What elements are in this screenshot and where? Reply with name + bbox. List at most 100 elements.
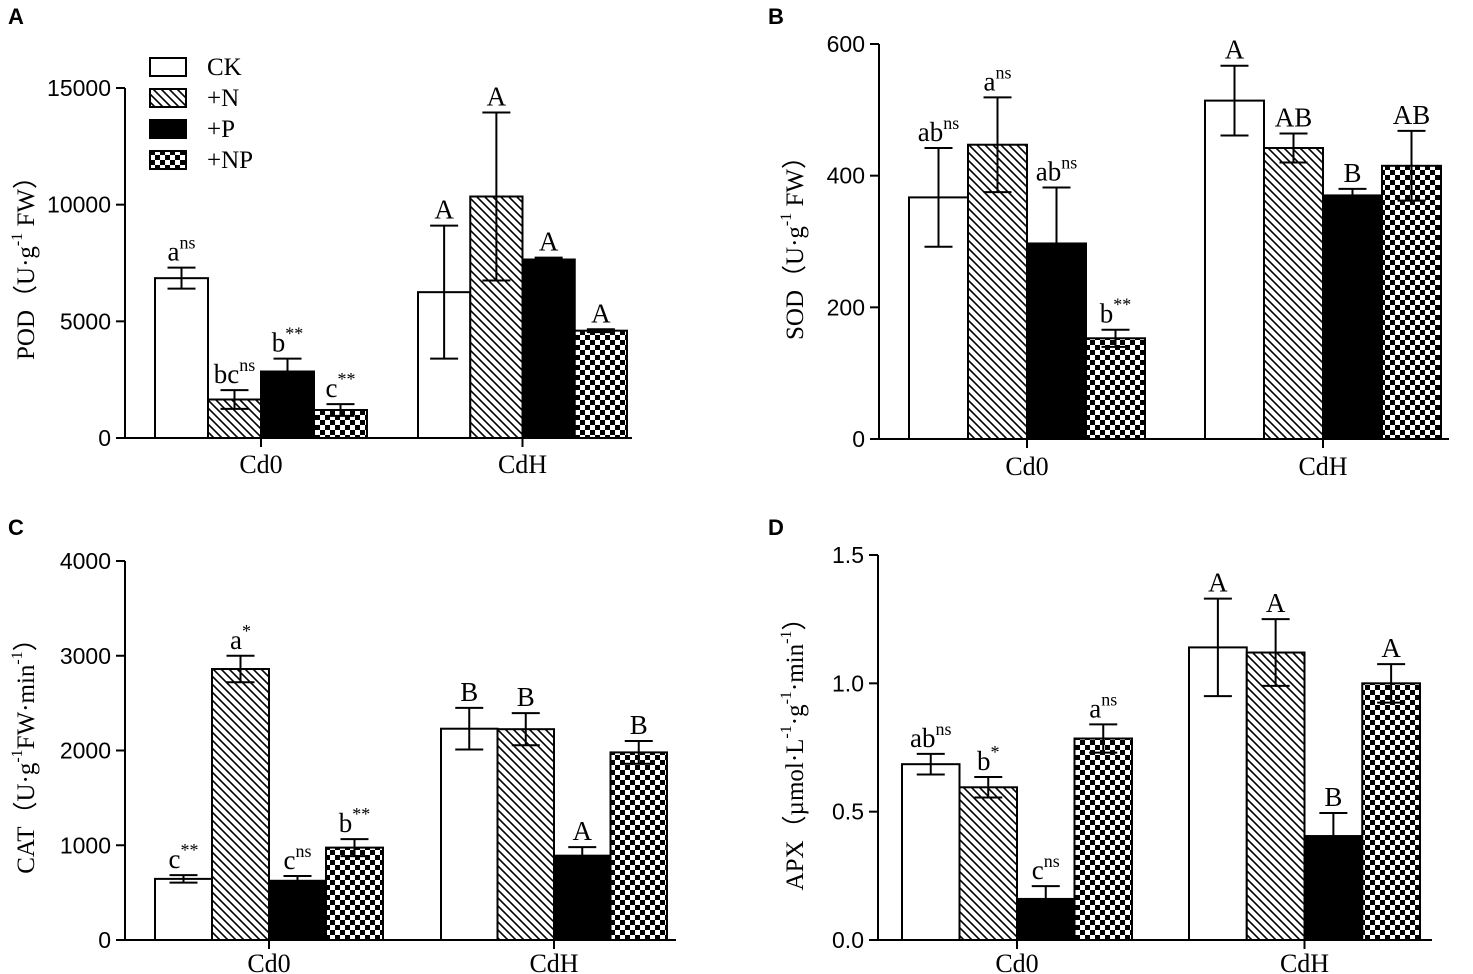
significance-label: cns (1032, 851, 1060, 885)
y-tick-label: 1000 (60, 832, 111, 858)
significance-label: ans (168, 233, 196, 267)
significance-star: ns (179, 233, 195, 253)
y-axis-label-text: ·g (782, 704, 809, 725)
significance-letter: c (284, 845, 296, 875)
y-tick-label: 0 (852, 426, 865, 452)
significance-label: ans (1089, 689, 1117, 723)
significance-letter: B (630, 710, 648, 740)
significance-letter: b (339, 808, 353, 838)
bar (325, 846, 384, 942)
y-tick-label: 10000 (47, 192, 111, 218)
bar (1322, 194, 1383, 440)
significance-letter: c (1032, 855, 1044, 885)
significance-letter: A (1381, 633, 1401, 663)
y-axis-label-sup: -1 (778, 691, 795, 704)
panel-letter: A (8, 4, 24, 29)
significance-label: c** (326, 369, 356, 403)
significance-label: B (1343, 158, 1361, 188)
bar (440, 727, 499, 942)
significance-label: A (591, 298, 611, 328)
bar (1381, 164, 1442, 441)
significance-label: A (1266, 588, 1286, 618)
significance-letter: A (591, 298, 611, 328)
x-category-label: Cd0 (995, 949, 1038, 974)
x-category-label: CdH (498, 450, 547, 479)
bar (154, 277, 209, 439)
significance-letter: a (230, 625, 242, 655)
significance-letter: b (272, 328, 286, 358)
significance-star: ** (352, 804, 370, 824)
y-axis-label-text: ·min (782, 643, 809, 691)
significance-label: b* (977, 742, 1000, 776)
y-tick-label: 5000 (60, 308, 111, 334)
y-axis-label: CAT（U·g-1FW·min-1） (9, 626, 40, 874)
y-axis-label-text: POD（U·g (12, 246, 40, 360)
legend-swatch (149, 57, 187, 77)
significance-letter: B (1324, 782, 1342, 812)
significance-star: ns (239, 355, 255, 375)
y-axis-label: APX（µmol·L-1·g-1·min-1） (778, 606, 809, 891)
significance-letter: ab (910, 723, 935, 753)
y-axis-label: SOD（U·g-1 FW） (778, 144, 809, 340)
legend-label: CK (207, 54, 242, 81)
significance-letter: b (1100, 299, 1114, 329)
significance-letter: B (1343, 158, 1361, 188)
bar (609, 751, 668, 942)
bar (901, 763, 961, 942)
bar (1245, 651, 1306, 941)
significance-label: bcns (214, 355, 256, 389)
significance-label: abns (1036, 153, 1078, 187)
significance-letter: c (326, 373, 338, 403)
bar (521, 258, 576, 439)
y-tick-label: 3000 (60, 643, 111, 669)
significance-letter: A (1266, 588, 1286, 618)
y-tick-label: 0.5 (832, 799, 864, 825)
y-axis-label-text: APX（µmol·L (781, 739, 809, 891)
significance-letter: ab (1036, 157, 1061, 187)
significance-label: A (434, 195, 454, 225)
bar (260, 370, 315, 439)
significance-letter: A (434, 195, 454, 225)
y-axis-label-text: CAT（U·g (12, 762, 40, 874)
significance-label: b** (1100, 295, 1132, 329)
y-axis-label-text: ） (12, 626, 40, 651)
significance-letter: b (977, 746, 991, 776)
significance-label: B (630, 710, 648, 740)
legend-swatch (149, 150, 187, 170)
panel-letter: B (768, 4, 784, 29)
y-tick-label: 600 (827, 31, 865, 57)
bar (268, 879, 327, 941)
bar (1361, 682, 1421, 941)
bar (1073, 737, 1133, 941)
significance-star: ns (1061, 153, 1077, 173)
y-tick-label: 0 (98, 425, 111, 451)
significance-letter: ab (918, 117, 943, 147)
y-axis-label-sup: -1 (9, 233, 26, 246)
legend-swatch (149, 119, 187, 139)
bar (496, 728, 555, 942)
x-category-label: Cd0 (1005, 452, 1048, 481)
significance-letter: AB (1275, 103, 1313, 133)
significance-label: A (487, 82, 507, 112)
y-axis-label-sup: -1 (778, 631, 795, 644)
y-tick-label: 2000 (60, 738, 111, 764)
panel-C: C01000200030004000CAT（U·g-1FW·min-1）Cd0c… (8, 515, 676, 974)
significance-star: ns (1101, 689, 1117, 709)
legend-label: +N (207, 85, 239, 112)
bar (1085, 337, 1146, 440)
bar (469, 195, 524, 439)
significance-letter: A (487, 82, 507, 112)
bar (967, 143, 1028, 440)
significance-star: ** (337, 369, 355, 389)
bar (1204, 99, 1265, 440)
x-category-label: CdH (1280, 949, 1329, 974)
x-category-label: CdH (529, 949, 578, 974)
y-axis-label-text: FW） (781, 144, 809, 213)
significance-star: ns (995, 62, 1011, 82)
bar (553, 854, 612, 941)
significance-label: cns (284, 841, 312, 875)
